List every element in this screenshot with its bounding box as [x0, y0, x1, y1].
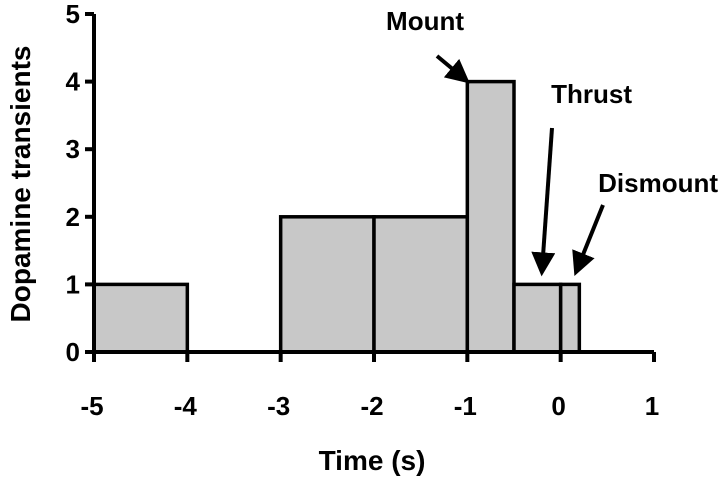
annotation-label-mount: Mount: [386, 6, 464, 36]
annotation-arrow-mount: [435, 54, 470, 84]
histogram-bar-4: [465, 79, 516, 354]
x-tick-label: -3: [267, 391, 290, 421]
x-tick-label: -4: [174, 391, 198, 421]
y-tick-label: 3: [66, 134, 80, 164]
annotation-label-dismount: Dismount: [598, 168, 718, 198]
x-axis-label: Time (s): [319, 445, 426, 476]
x-tick-label: -1: [454, 391, 477, 421]
annotation-arrow-dismount: [572, 204, 605, 276]
bars-layer: [92, 79, 582, 354]
y-axis-label: Dopamine transients: [5, 46, 36, 323]
x-tick-label: -5: [80, 391, 103, 421]
x-tick-label: 0: [551, 391, 565, 421]
histogram-bar-3: [372, 215, 470, 354]
x-tick-label: 1: [645, 391, 659, 421]
annotation-label-thrust: Thrust: [551, 79, 632, 109]
y-tick-label: 4: [66, 67, 81, 97]
annotation-arrow-thrust: [531, 127, 556, 277]
ticks-layer: 0 1 2 3 4 5 -5 -4 -3 -2 -1 0 1: [66, 0, 660, 421]
y-tick-label: 2: [66, 202, 80, 232]
histogram-bar-2: [278, 215, 376, 354]
histogram-bar-1: [92, 282, 190, 354]
annotations-layer: Mount Thrust Dismount: [386, 6, 718, 277]
y-tick-label: 1: [66, 269, 80, 299]
histogram-bar-5: [512, 282, 563, 354]
y-tick-label: 0: [66, 337, 80, 367]
x-tick-label: -2: [360, 391, 383, 421]
y-tick-label: 5: [66, 0, 80, 29]
histogram-bar-6: [558, 282, 582, 354]
